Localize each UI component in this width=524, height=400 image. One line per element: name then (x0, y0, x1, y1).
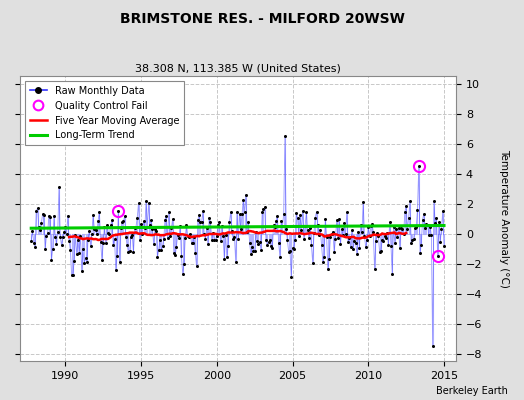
Text: Berkeley Earth: Berkeley Earth (436, 386, 508, 396)
Y-axis label: Temperature Anomaly (°C): Temperature Anomaly (°C) (499, 149, 509, 288)
Title: 38.308 N, 113.385 W (United States): 38.308 N, 113.385 W (United States) (135, 64, 341, 74)
Text: BRIMSTONE RES. - MILFORD 20WSW: BRIMSTONE RES. - MILFORD 20WSW (119, 12, 405, 26)
Legend: Raw Monthly Data, Quality Control Fail, Five Year Moving Average, Long-Term Tren: Raw Monthly Data, Quality Control Fail, … (25, 81, 184, 145)
